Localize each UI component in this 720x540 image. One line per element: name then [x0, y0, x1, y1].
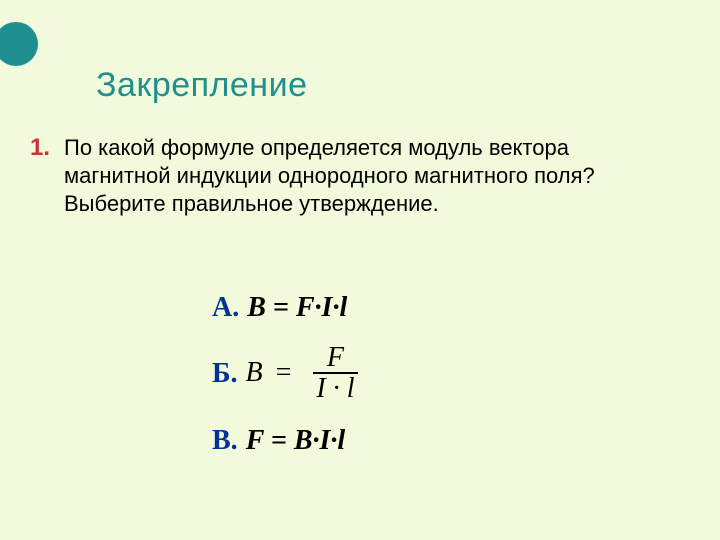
option-b-denominator: I · l: [312, 374, 358, 403]
option-c-formula: F = B·I·l: [246, 425, 345, 457]
option-c: В. F = B·I·l: [212, 425, 359, 457]
slide-title: Закрепление: [96, 66, 307, 105]
decorative-circle: [0, 22, 38, 66]
option-b-eq: =: [276, 357, 292, 388]
option-b-lhs: B: [246, 357, 263, 388]
option-b-numerator: F: [313, 343, 358, 374]
option-a-letter: А.: [212, 292, 239, 324]
option-b-fraction: F I · l: [312, 343, 358, 404]
option-b: Б. B = F I · l: [212, 344, 359, 405]
answer-options: А. B = F·I·l Б. B = F I · l В. F = B·I·l: [212, 292, 359, 477]
option-c-letter: В.: [212, 425, 238, 457]
question-text: По какой формуле определяется модуль век…: [64, 134, 624, 218]
question-number: 1.: [30, 134, 50, 162]
option-a-formula: B = F·I·l: [247, 292, 347, 324]
option-b-formula: B = F I · l: [246, 344, 359, 405]
option-a: А. B = F·I·l: [212, 292, 359, 324]
option-b-letter: Б.: [212, 358, 238, 390]
